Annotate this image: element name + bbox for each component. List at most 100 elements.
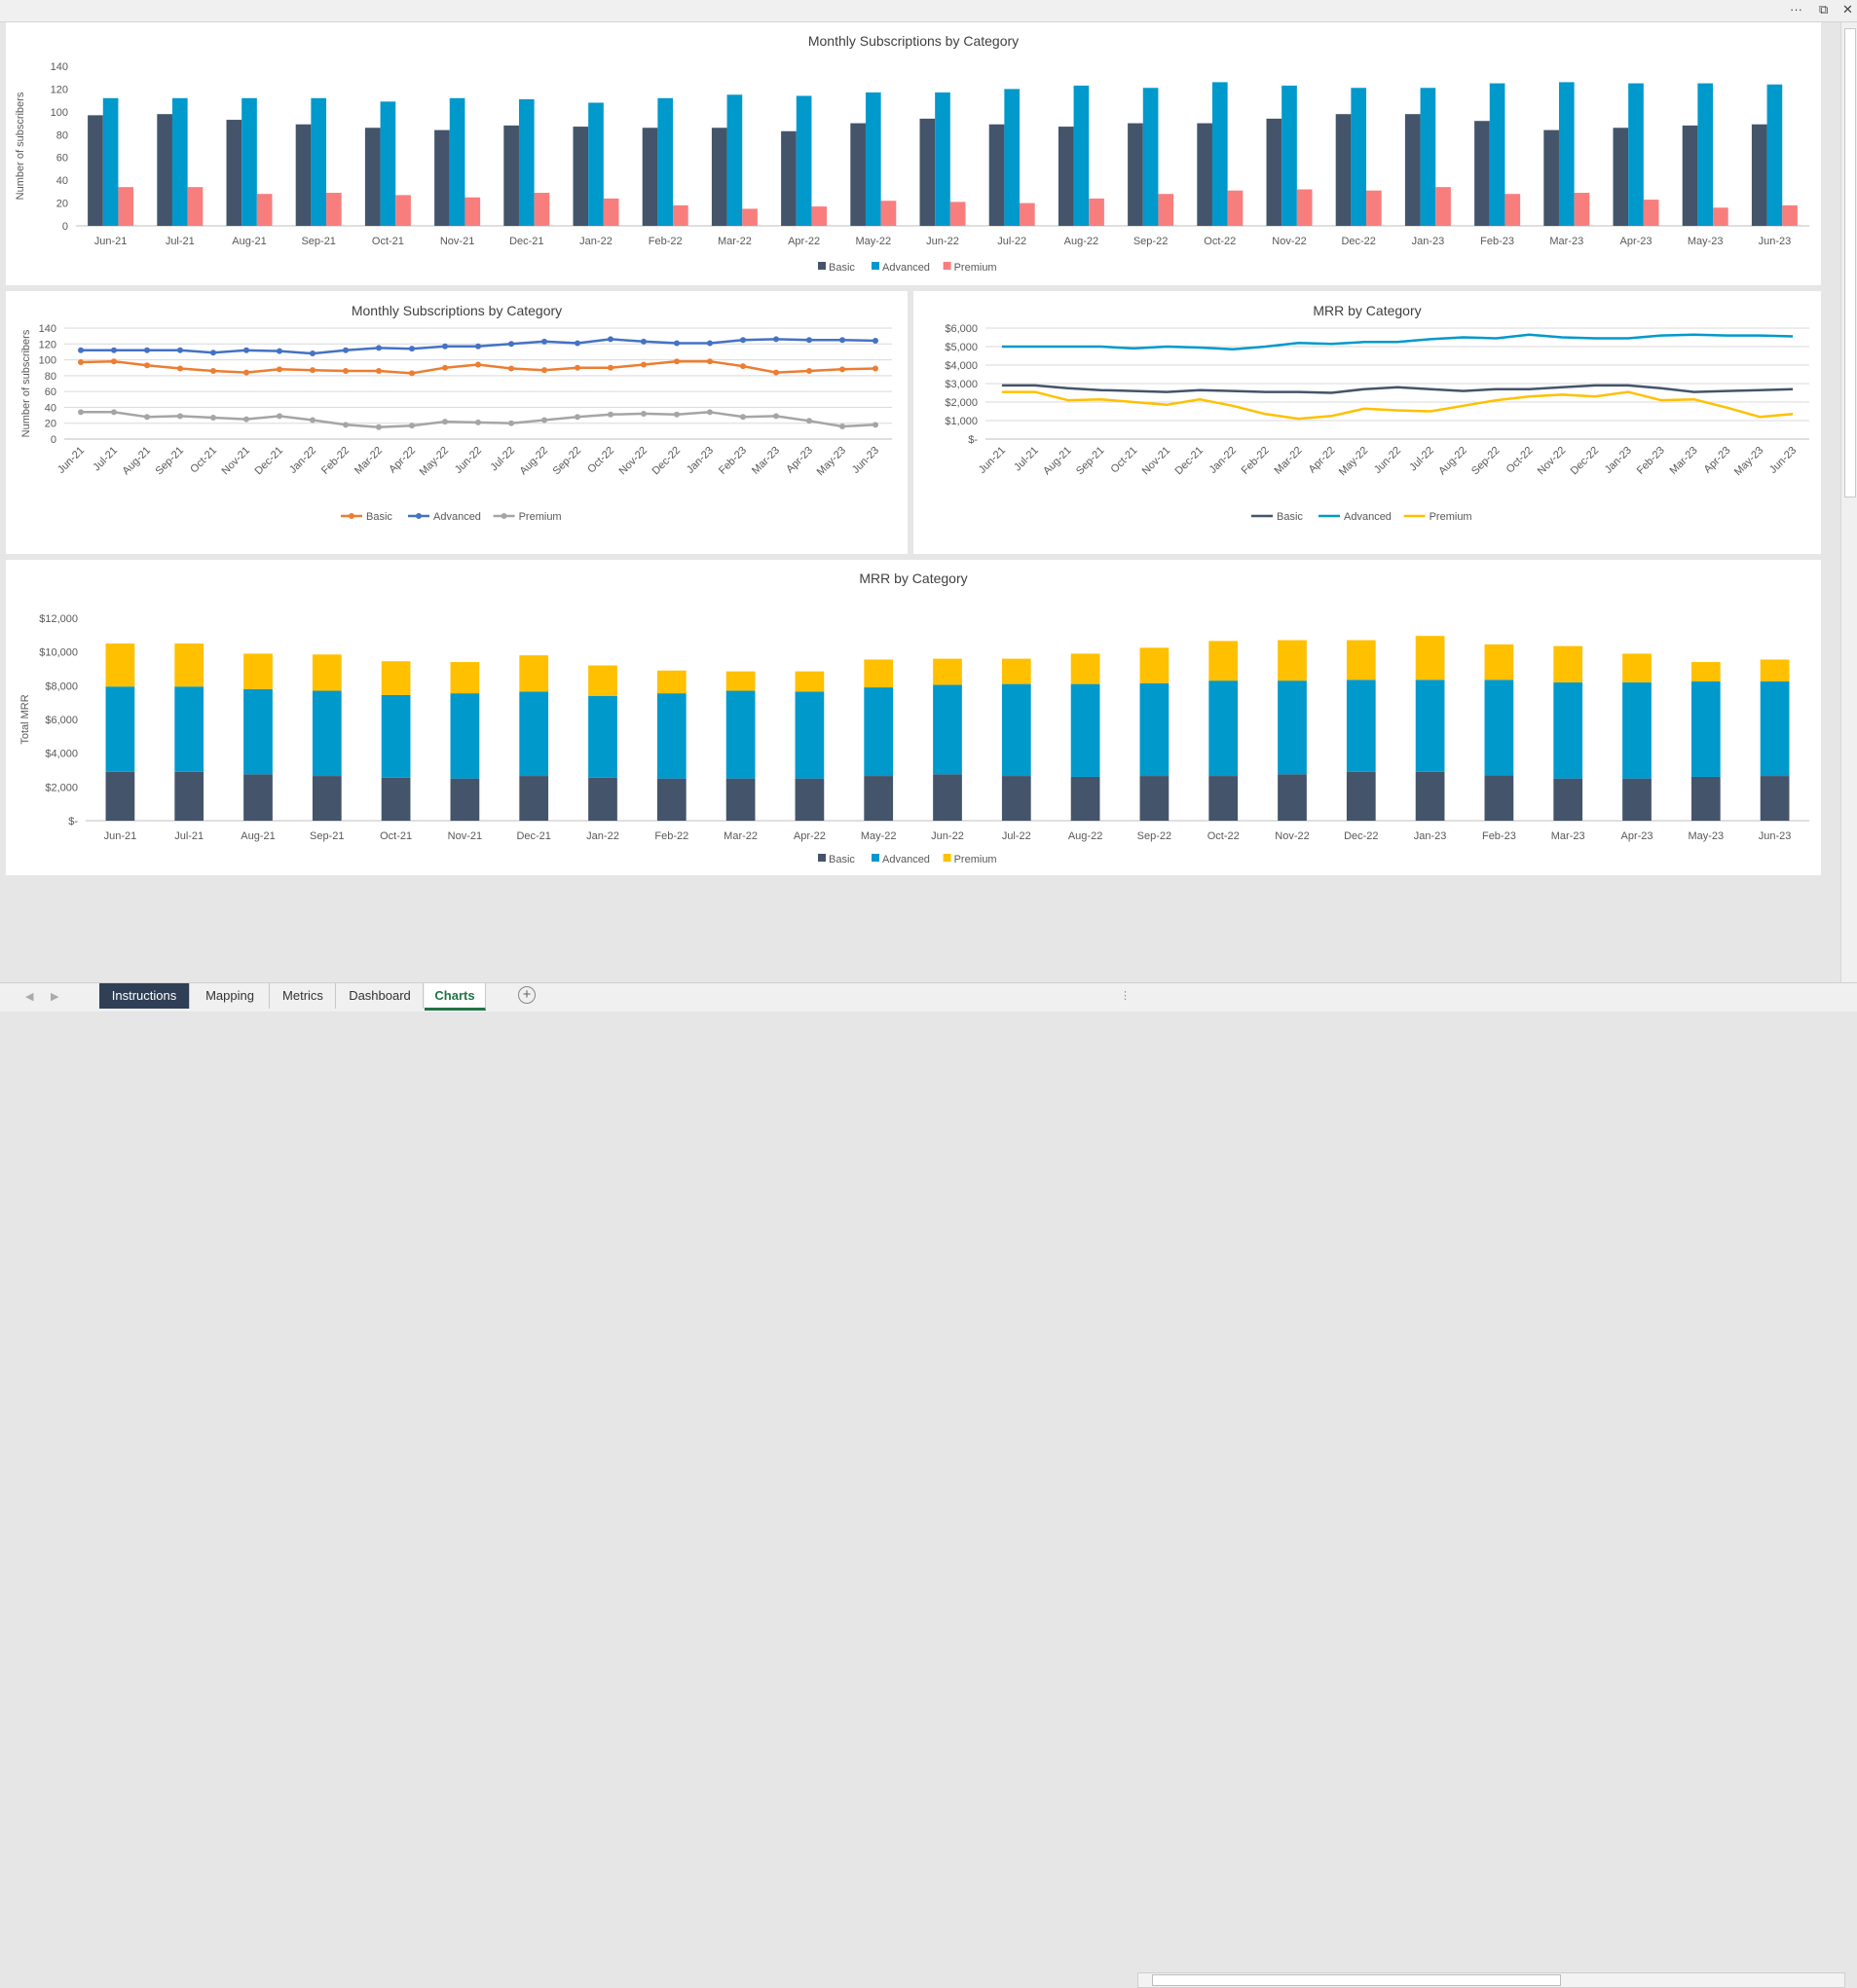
x-tick-label: Jul-21	[166, 236, 195, 247]
x-tick-label: May-23	[1688, 830, 1724, 842]
chart-subscriptions-bar-svg: Monthly Subscriptions by Category Number …	[15, 33, 1809, 274]
chart-mrr-line[interactable]: MRR by Category $- $1,000 $2,000 $3,000 $4,00…	[913, 291, 1821, 554]
tab-mapping[interactable]: Mapping	[191, 983, 270, 1009]
x-tick-label: Apr-23	[1620, 830, 1653, 842]
bar-premium	[1435, 187, 1451, 226]
legend-label: Advanced	[433, 511, 481, 523]
bar-segment-basic	[312, 776, 342, 821]
point-advanced	[243, 347, 249, 353]
bar-premium	[742, 208, 758, 226]
bar-segment-advanced	[174, 686, 204, 772]
y-tick-label: $12,000	[39, 613, 78, 625]
y-tick-label: $6,000	[45, 715, 78, 726]
x-tick-label: Feb-23	[1635, 445, 1667, 477]
x-tick-label: Mar-23	[1551, 830, 1585, 842]
x-tick-label: Apr-22	[788, 236, 820, 247]
point-premium	[740, 414, 746, 421]
horizontal-scroll-thumb[interactable]	[1152, 1974, 1561, 1986]
x-tick-label: Aug-21	[1041, 445, 1074, 478]
bar-basic	[919, 118, 936, 226]
y-tick-label: 80	[56, 129, 68, 141]
restore-window-icon[interactable]: ⧉	[1819, 2, 1829, 17]
bar-advanced	[449, 97, 465, 226]
point-premium	[376, 423, 382, 430]
x-tick-label: Jun-22	[931, 830, 964, 842]
point-basic	[806, 367, 812, 374]
chart-subscriptions-line[interactable]: Monthly Subscriptions by Category Number …	[6, 291, 908, 554]
tab-metrics[interactable]: Metrics	[271, 983, 336, 1009]
bar-segment-premium	[1415, 636, 1445, 681]
y-tick-label: $2,000	[945, 397, 978, 409]
x-tick-label: Sep-21	[310, 830, 344, 842]
worksheet-canvas[interactable]: Monthly Subscriptions by Category Number …	[0, 22, 1840, 982]
bar-basic	[503, 125, 519, 226]
x-tick-label: Feb-23	[717, 445, 749, 477]
point-premium	[674, 411, 680, 418]
x-tick-label: Jul-21	[91, 445, 120, 474]
bar-basic	[295, 124, 312, 226]
bar-advanced	[588, 102, 604, 226]
bar-advanced	[1073, 85, 1090, 227]
x-tick-label: Jun-22	[926, 236, 959, 247]
y-tick-label: 80	[45, 371, 56, 383]
bar-segment-advanced	[381, 694, 411, 778]
x-tick-label: Aug-21	[232, 236, 266, 247]
x-tick-label: Jun-23	[1767, 445, 1799, 476]
series-line-premium	[1001, 390, 1794, 421]
chart-mrr-stacked[interactable]: MRR by Category Total MRR $- $2,000 $4,000 $6…	[6, 560, 1821, 875]
scroll-tabs-right-icon[interactable]: ▶	[51, 991, 59, 1003]
point-advanced	[707, 340, 713, 347]
tab-split-handle-icon[interactable]: ⋮	[1120, 990, 1131, 1002]
x-tick-label: Sep-21	[301, 236, 335, 247]
x-tick-label: May-23	[815, 445, 848, 478]
bar-segment-premium	[656, 670, 687, 694]
horizontal-scrollbar[interactable]	[1137, 1972, 1845, 1988]
series-line-basic	[1001, 384, 1794, 394]
bar-basic	[1404, 114, 1421, 226]
point-basic	[575, 364, 580, 371]
bar-segment-basic	[1760, 776, 1790, 821]
vertical-scroll-thumb[interactable]	[1844, 28, 1856, 497]
point-premium	[277, 413, 282, 420]
add-sheet-icon[interactable]: +	[518, 986, 536, 1004]
close-window-icon[interactable]: ✕	[1842, 2, 1853, 17]
point-advanced	[210, 350, 216, 356]
y-tick-label: 100	[39, 355, 56, 367]
bar-basic	[88, 115, 103, 226]
tab-instructions[interactable]: Instructions	[99, 983, 190, 1009]
x-tick-label: Nov-21	[448, 830, 482, 842]
more-options-icon[interactable]: ···	[1790, 2, 1802, 17]
x-tick-label: Sep-21	[1074, 445, 1107, 478]
point-premium	[78, 409, 84, 416]
y-tick-label: 140	[39, 323, 56, 335]
tab-charts[interactable]: Charts	[425, 983, 486, 1011]
chart-subscriptions-bar[interactable]: Monthly Subscriptions by Category Number …	[6, 22, 1821, 285]
bar-segment-basic	[588, 777, 617, 821]
chart-title: MRR by Category	[1313, 303, 1421, 318]
bar-advanced	[102, 97, 119, 226]
x-tick-label: Sep-22	[1133, 236, 1168, 247]
point-premium	[210, 415, 216, 422]
bar-segment-basic	[795, 778, 825, 821]
bar-basic	[1751, 124, 1767, 226]
point-basic	[409, 370, 415, 377]
bar-premium	[1713, 207, 1728, 226]
x-tick-label: May-23	[1688, 236, 1724, 247]
bar-segment-basic	[1415, 771, 1445, 821]
y-tick-label: 20	[56, 199, 68, 210]
legend-swatch-advanced	[872, 262, 879, 270]
vertical-scrollbar[interactable]	[1840, 22, 1857, 982]
x-tick-label: Nov-22	[1275, 830, 1309, 842]
bar-segment-basic	[1690, 776, 1721, 821]
bar-segment-premium	[312, 654, 342, 691]
tab-dashboard[interactable]: Dashboard	[337, 983, 424, 1009]
y-axis-title: Number of subscribers	[20, 329, 32, 437]
x-tick-label: Feb-23	[1482, 830, 1516, 842]
bar-premium	[395, 195, 411, 226]
x-tick-label: Mar-23	[750, 445, 782, 477]
scroll-tabs-left-icon[interactable]: ◀	[25, 991, 34, 1003]
y-tick-label: 20	[45, 419, 56, 430]
legend-swatch-basic	[818, 262, 826, 270]
point-advanced	[773, 336, 779, 343]
bar-basic	[642, 128, 658, 226]
